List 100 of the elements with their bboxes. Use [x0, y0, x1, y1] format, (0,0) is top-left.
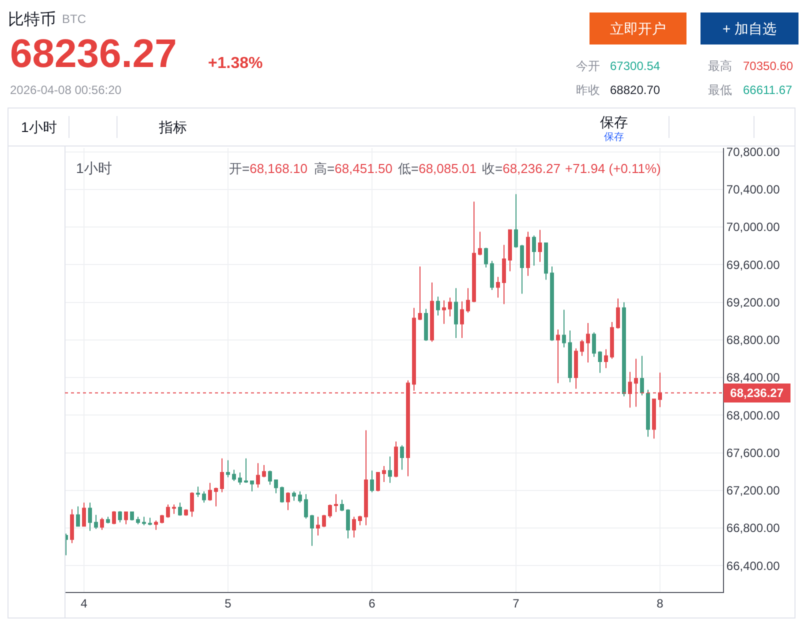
- candlestick: [340, 499, 344, 512]
- candlestick: [520, 244, 524, 294]
- text: 67300.54: [610, 59, 660, 73]
- candlestick: [622, 302, 626, 397]
- candlestick: [226, 460, 230, 478]
- y-tick-label: 69,600.00: [726, 258, 780, 272]
- text: 68236.27: [10, 32, 177, 76]
- candlestick: [478, 231, 482, 256]
- candlestick: [238, 472, 242, 486]
- candlestick: [334, 494, 338, 513]
- y-tick-label: 67,200.00: [726, 484, 780, 498]
- ref-line-label: 68,236.27: [730, 386, 784, 400]
- candlestick: [112, 510, 116, 525]
- candlestick: [178, 502, 182, 516]
- candlestick: [562, 309, 566, 348]
- candlestick: [496, 276, 500, 298]
- candlestick: [532, 234, 536, 266]
- candlestick: [136, 516, 140, 525]
- candlestick: [232, 469, 236, 482]
- candlestick: [346, 508, 350, 539]
- text: 70350.60: [743, 59, 794, 73]
- candlestick: [184, 508, 188, 516]
- annotation: 开=68,168.10: [229, 161, 308, 176]
- candlestick: [130, 512, 134, 522]
- candlestick: [208, 482, 212, 502]
- candlestick: [214, 487, 218, 507]
- candlestick: [358, 515, 362, 526]
- candlestick: [460, 300, 464, 339]
- y-tick-label: 68,000.00: [726, 408, 780, 422]
- candlestick: [382, 465, 386, 482]
- candlestick: [652, 398, 656, 440]
- candlestick: [424, 308, 428, 342]
- candlestick: [568, 330, 572, 383]
- candlestick: [154, 520, 158, 530]
- candlestick: [436, 296, 440, 316]
- candlestick: [298, 490, 302, 504]
- y-tick-label: 66,400.00: [726, 558, 780, 573]
- candlestick: [94, 514, 98, 530]
- y-tick-label: 70,400.00: [726, 182, 780, 197]
- candlestick: [76, 506, 80, 527]
- candlestick: [544, 242, 548, 280]
- chart-title: 比特币: [8, 10, 56, 29]
- text: + 加自选: [722, 20, 777, 36]
- candlestick: [352, 516, 356, 538]
- text: 指标: [158, 119, 187, 135]
- text: 保存: [604, 131, 624, 143]
- text: 最高: [708, 59, 732, 73]
- text: 68820.70: [610, 83, 660, 97]
- candlestick: [640, 355, 644, 396]
- candlestick: [598, 350, 602, 374]
- candlestick: [274, 480, 278, 494]
- x-tick-label: 7: [512, 596, 520, 610]
- candlestick: [172, 504, 176, 514]
- candlestick: [148, 517, 152, 526]
- text: 立即开户: [610, 20, 666, 36]
- candlestick: [514, 194, 518, 248]
- candlestick: [508, 229, 512, 272]
- candlestick: [586, 322, 590, 363]
- candlestick: [202, 490, 206, 504]
- candlestick: [442, 300, 446, 324]
- y-tick-label: 68,400.00: [726, 370, 780, 385]
- x-tick-label: 6: [368, 596, 376, 610]
- text: 最低: [708, 83, 732, 97]
- candlestick: [418, 266, 422, 321]
- y-tick-label: 70,000.00: [726, 220, 780, 234]
- candlestick: [472, 201, 476, 303]
- candlestick: [100, 517, 104, 530]
- candlestick: [388, 456, 392, 484]
- candlestick: [160, 514, 164, 524]
- candlestick: [65, 533, 68, 556]
- candlestick: [304, 494, 308, 520]
- annotation: 高=68,451.50: [314, 161, 392, 176]
- candlestick: [538, 229, 542, 262]
- candlestick: [574, 348, 578, 390]
- candlestick: [550, 266, 554, 342]
- candlestick: [412, 307, 416, 392]
- candlestick: [280, 486, 284, 504]
- candlestick: [604, 348, 608, 369]
- candlestick: [502, 244, 506, 305]
- text: 保存: [600, 114, 628, 130]
- candlestick: [556, 329, 560, 384]
- candlestick: [448, 297, 452, 317]
- candlestick: [106, 516, 110, 524]
- candlestick: [70, 508, 74, 544]
- y-tick-label: 70,800.00: [726, 144, 780, 159]
- candlestick: [118, 510, 122, 523]
- candlestick: [292, 490, 296, 502]
- x-tick-label: 5: [224, 596, 232, 610]
- candlestick: [82, 502, 86, 527]
- candlestick: [466, 288, 470, 314]
- candlestick: [646, 389, 650, 438]
- text: 66611.67: [743, 83, 792, 97]
- y-tick-label: 69,200.00: [726, 295, 780, 310]
- text: 2026-04-08 00:56:20: [10, 83, 122, 97]
- candlestick: [616, 298, 620, 330]
- annotation: 1小时: [76, 160, 112, 176]
- candlestick: [196, 486, 200, 498]
- candlestick: [526, 231, 530, 276]
- candlestick: [244, 458, 248, 484]
- text: +1.38%: [208, 55, 263, 72]
